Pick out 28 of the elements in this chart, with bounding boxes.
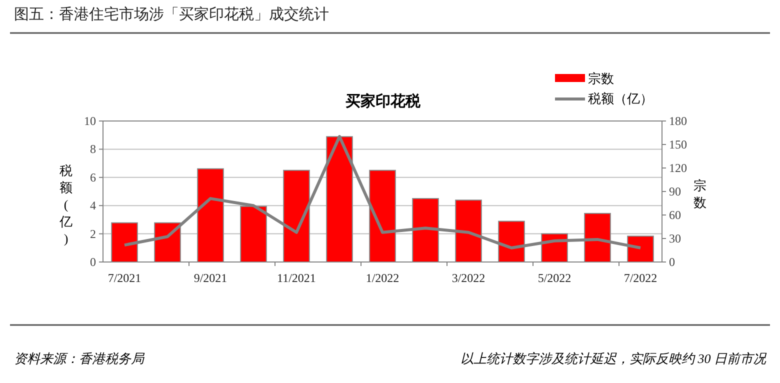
- text: 以上统计数字涉及统计延迟，实际反映约 30 日前市况: [460, 351, 767, 366]
- x-tick-label: 1/2022: [366, 271, 400, 285]
- chart-title: 图五：香港住宅市场涉「买家印花税」成交统计: [14, 6, 329, 23]
- x-tick-label: 5/2022: [538, 271, 572, 285]
- y-tick-label: 6: [90, 170, 96, 184]
- y-tick-label: 0: [90, 255, 96, 269]
- chart-subtitle: 买家印花税: [346, 92, 422, 110]
- y2-tick-label: 30: [669, 232, 681, 246]
- y-tick-label: 2: [90, 226, 96, 241]
- x-tick-label: 9/2021: [194, 271, 228, 285]
- y2-tick-label: 60: [669, 208, 681, 222]
- y2-tick-label: 120: [669, 161, 687, 175]
- y2-tick-label: 90: [669, 184, 681, 198]
- y-axis-title: 税额(亿): [58, 163, 72, 246]
- text: 资料来源：香港税务局: [14, 351, 145, 366]
- x-tick-label: 11/2021: [277, 271, 316, 285]
- y2-tick-label: 150: [669, 138, 687, 152]
- x-tick-label: 3/2022: [452, 271, 486, 285]
- legend-label: 税额（亿）: [588, 91, 653, 106]
- y2-tick-label: 0: [669, 255, 675, 269]
- y2-axis-title: 宗数: [694, 178, 706, 210]
- legend-label: 宗数: [588, 71, 614, 86]
- y-tick-label: 10: [84, 114, 96, 128]
- x-tick-label: 7/2022: [624, 271, 658, 285]
- y2-tick-label: 180: [669, 114, 687, 128]
- x-tick-label: 7/2021: [108, 271, 142, 285]
- y-tick-label: 8: [90, 142, 96, 156]
- y-tick-label: 4: [90, 198, 96, 213]
